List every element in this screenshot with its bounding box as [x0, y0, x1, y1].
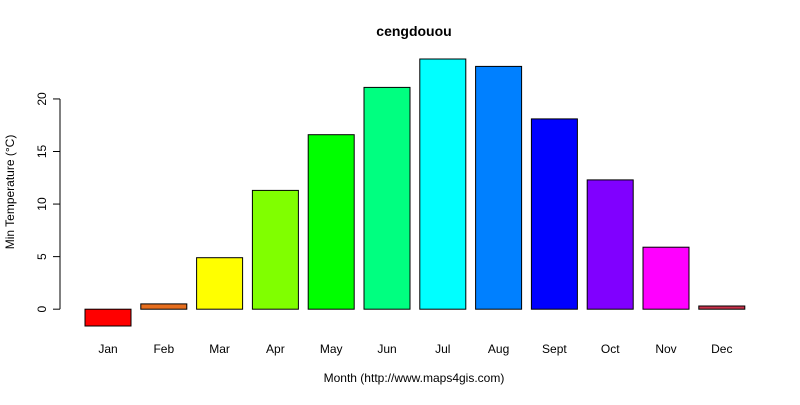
x-tick-label: Jun [377, 342, 396, 356]
x-tick-label: Jan [98, 342, 117, 356]
x-tick-label: Jul [435, 342, 450, 356]
bar-mar [196, 257, 244, 310]
bar-jul [419, 58, 467, 310]
x-tick-label: Dec [711, 342, 732, 356]
y-tick-label: 0 [35, 306, 49, 313]
x-tick-label: Sept [542, 342, 567, 356]
bar-jan [84, 308, 132, 327]
chart-title: cengdouou [376, 23, 451, 39]
bars-group [84, 58, 746, 327]
bar-apr [251, 189, 299, 310]
bar-feb [140, 303, 188, 310]
x-tick-label: Mar [209, 342, 230, 356]
x-tick-label: Aug [488, 342, 509, 356]
y-axis: 0 5 10 15 20 [35, 92, 61, 313]
y-tick-label: 20 [35, 92, 49, 106]
bar-dec [698, 305, 746, 310]
y-tick-label: 15 [35, 145, 49, 159]
x-tick-label: Oct [601, 342, 620, 356]
y-tick-label: 10 [35, 197, 49, 211]
x-tick-label: May [320, 342, 343, 356]
bar-jun [363, 86, 411, 310]
x-tick-label: Nov [655, 342, 676, 356]
bar-oct [586, 179, 634, 310]
x-tick-label: Apr [266, 342, 285, 356]
bar-may [307, 134, 355, 310]
x-tick-labels: Jan Feb Mar Apr May Jun Jul Aug Sept Oct Nov Dec [98, 342, 732, 356]
bar-sept [530, 118, 578, 310]
bar-nov [642, 246, 690, 310]
x-tick-label: Feb [153, 342, 174, 356]
bar-aug [475, 65, 523, 310]
x-axis-label: Month (http://www.maps4gis.com) [324, 371, 505, 385]
y-tick-label: 5 [35, 253, 49, 260]
y-axis-label: Min Temperature (°C) [3, 135, 17, 250]
